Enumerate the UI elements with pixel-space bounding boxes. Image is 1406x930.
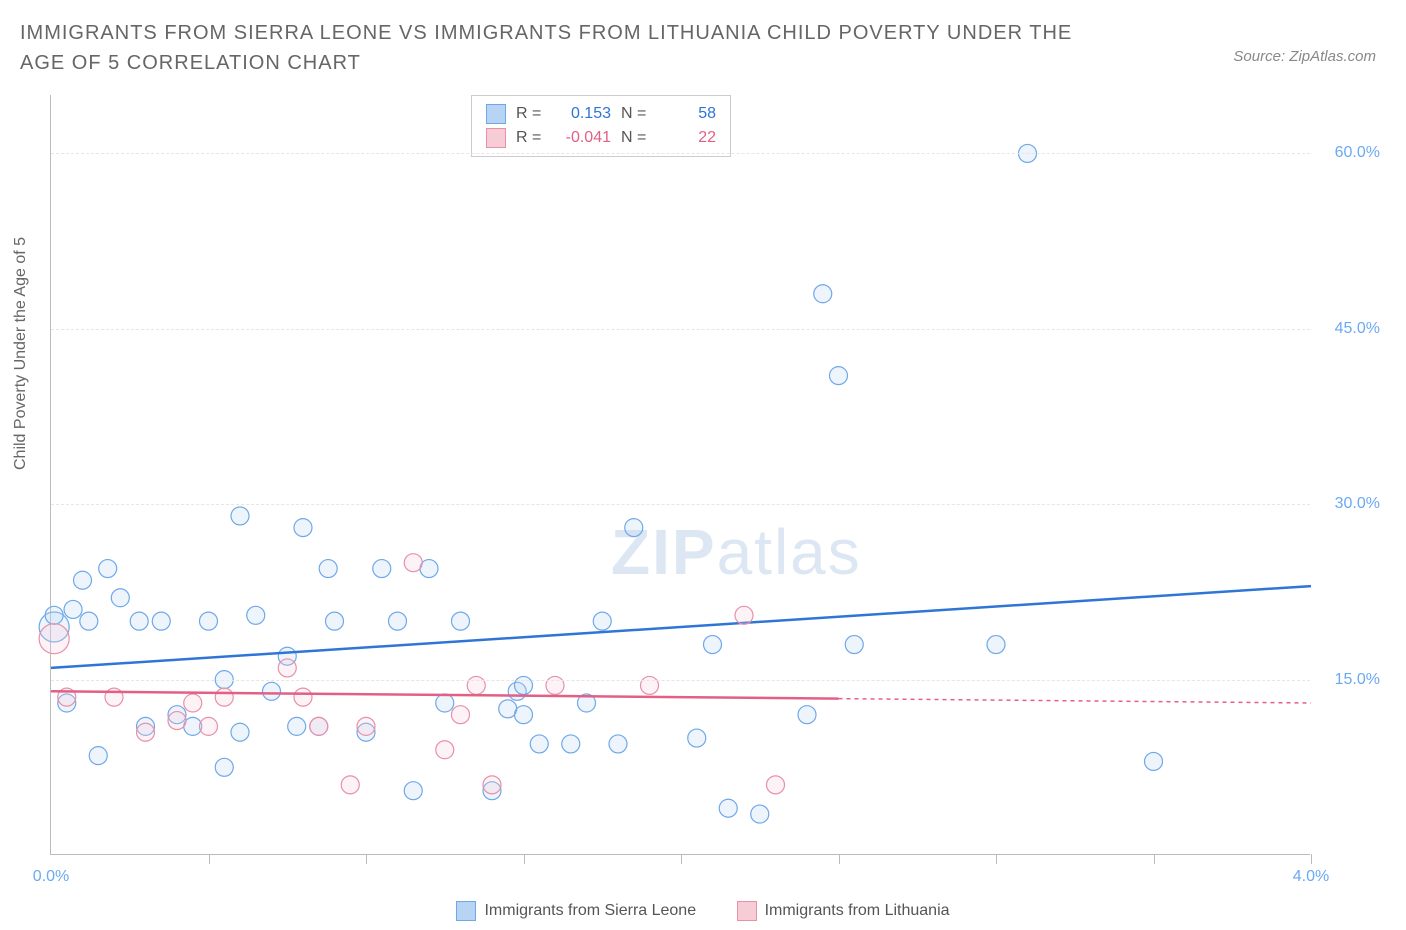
chart-plot-area: ZIPatlas R = 0.153 N = 58 R = -0.041 N =… xyxy=(50,95,1310,855)
x-tick xyxy=(1154,854,1155,864)
data-point xyxy=(735,606,753,624)
data-point xyxy=(751,805,769,823)
y-tick-label: 45.0% xyxy=(1335,320,1380,338)
legend-swatch-1 xyxy=(737,901,757,921)
gridline xyxy=(51,329,1310,330)
data-point xyxy=(319,560,337,578)
data-point xyxy=(263,682,281,700)
data-point xyxy=(168,712,186,730)
trend-line-extension xyxy=(839,699,1312,703)
data-point xyxy=(483,776,501,794)
x-tick xyxy=(839,854,840,864)
data-point xyxy=(64,600,82,618)
x-tick xyxy=(209,854,210,864)
y-tick-label: 60.0% xyxy=(1335,144,1380,162)
data-point xyxy=(688,729,706,747)
scatter-svg xyxy=(51,95,1310,854)
data-point xyxy=(152,612,170,630)
data-point xyxy=(130,612,148,630)
data-point xyxy=(45,606,63,624)
data-point xyxy=(74,571,92,589)
x-tick xyxy=(1311,854,1312,864)
chart-title: IMMIGRANTS FROM SIERRA LEONE VS IMMIGRAN… xyxy=(20,18,1120,78)
bottom-legend: Immigrants from Sierra Leone Immigrants … xyxy=(0,901,1406,926)
data-point xyxy=(294,519,312,537)
source-attribution: Source: ZipAtlas.com xyxy=(1233,48,1376,65)
y-tick-label: 30.0% xyxy=(1335,495,1380,513)
data-point xyxy=(1145,752,1163,770)
data-point xyxy=(814,285,832,303)
data-point xyxy=(452,706,470,724)
data-point xyxy=(436,694,454,712)
source-prefix: Source: xyxy=(1233,48,1289,65)
data-point xyxy=(515,706,533,724)
data-point xyxy=(341,776,359,794)
legend-item-1: Immigrants from Lithuania xyxy=(737,901,950,921)
data-point xyxy=(294,688,312,706)
data-point xyxy=(625,519,643,537)
legend-swatch-0 xyxy=(456,901,476,921)
data-point xyxy=(562,735,580,753)
legend-item-0: Immigrants from Sierra Leone xyxy=(456,901,696,921)
trend-line xyxy=(51,586,1311,668)
x-tick xyxy=(681,854,682,864)
x-tick xyxy=(524,854,525,864)
y-tick-label: 15.0% xyxy=(1335,671,1380,689)
data-point xyxy=(310,717,328,735)
data-point xyxy=(215,688,233,706)
data-point xyxy=(987,636,1005,654)
data-point xyxy=(184,694,202,712)
y-axis-title: Child Poverty Under the Age of 5 xyxy=(12,237,30,470)
data-point xyxy=(373,560,391,578)
data-point xyxy=(845,636,863,654)
data-point xyxy=(89,747,107,765)
data-point xyxy=(404,782,422,800)
data-point xyxy=(798,706,816,724)
legend-label-1: Immigrants from Lithuania xyxy=(765,902,950,920)
gridline xyxy=(51,680,1310,681)
data-point xyxy=(215,758,233,776)
data-point xyxy=(593,612,611,630)
x-tick xyxy=(996,854,997,864)
data-point xyxy=(704,636,722,654)
data-point xyxy=(278,659,296,677)
data-point xyxy=(80,612,98,630)
data-point xyxy=(357,717,375,735)
x-tick xyxy=(366,854,367,864)
x-tick-label: 4.0% xyxy=(1293,868,1329,886)
data-point xyxy=(111,589,129,607)
data-point xyxy=(99,560,117,578)
data-point xyxy=(288,717,306,735)
data-point xyxy=(247,606,265,624)
gridline xyxy=(51,504,1310,505)
data-point xyxy=(231,723,249,741)
data-point xyxy=(231,507,249,525)
data-point xyxy=(609,735,627,753)
x-tick-label: 0.0% xyxy=(33,868,69,886)
data-point xyxy=(767,776,785,794)
data-point xyxy=(436,741,454,759)
data-point xyxy=(39,624,69,654)
data-point xyxy=(530,735,548,753)
data-point xyxy=(326,612,344,630)
data-point xyxy=(389,612,407,630)
legend-label-0: Immigrants from Sierra Leone xyxy=(484,902,696,920)
data-point xyxy=(404,554,422,572)
data-point xyxy=(719,799,737,817)
data-point xyxy=(830,367,848,385)
source-link[interactable]: ZipAtlas.com xyxy=(1289,48,1376,65)
data-point xyxy=(200,612,218,630)
data-point xyxy=(452,612,470,630)
data-point xyxy=(137,723,155,741)
data-point xyxy=(200,717,218,735)
gridline xyxy=(51,153,1310,154)
